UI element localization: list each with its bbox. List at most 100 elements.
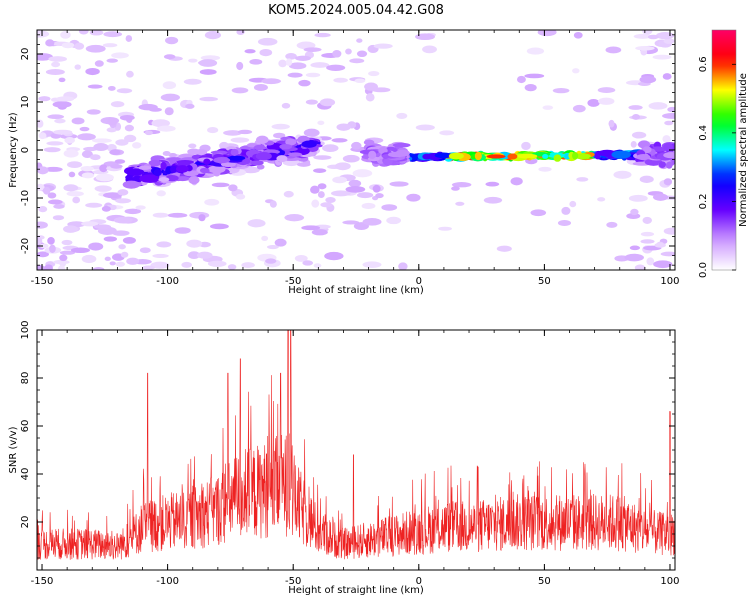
spectrogram-cell [207,260,227,267]
spectrogram-cell [279,143,293,150]
spectrogram-cell [163,54,176,60]
spectrogram-cell [333,77,348,83]
spectrogram-cell [608,119,615,128]
spectrogram-cell [373,43,393,49]
spectrogram-cell [658,161,666,169]
spectrogram-cell [85,202,103,208]
spectrogram-cell [81,254,97,264]
spectrogram-cell [354,78,366,84]
spectrogram-cell [160,93,180,102]
spectrogram-cell [61,42,75,49]
spectrogram-cell [211,182,230,188]
spectrogram-cell [285,58,293,66]
spectrogram-cell [572,68,580,74]
spectrogram-cell [101,205,111,212]
spectrogram-cell [213,157,231,164]
spectrogram-cell [265,258,277,264]
spectrogram-cell [330,190,351,197]
spectrogram-cell [57,265,66,270]
spectrogram-cell [44,166,63,172]
spectrogram-cell [152,212,169,218]
spectrogram-cell [107,117,118,126]
spectrogram-cell [296,41,316,50]
spectrogram-cell [60,31,71,39]
spectrogram-cell [52,101,72,108]
spectrogram-cell [125,35,133,42]
spectrogram-cell [310,62,330,68]
spectrogram-cell [598,97,615,105]
spectrogram-cell [662,73,672,80]
spectrogram-cell [332,176,348,184]
spectrogram-cell [231,87,249,94]
spectrogram-cell [230,137,250,143]
spectrogram-cell [122,237,136,244]
spectrogram-cell [253,84,268,91]
spectrogram-cell [322,144,339,153]
spectrogram-cell [237,129,253,135]
spectrogram-cell [345,48,352,55]
spectrogram-x-ticks: -150 -100 -50 0 50 100 [31,30,680,287]
figure-title: KOM5.2024.005.04.42.G08 [268,3,444,18]
spectrogram-cell [572,104,586,113]
spectrogram-cell [85,44,106,53]
spectrogram-cell [283,190,294,198]
spectrogram-cell [59,254,68,262]
spectrogram-cell [183,170,199,177]
spectrogram-cell [156,190,166,197]
spectrogram-cell [102,192,123,199]
snr-x-tick-label: 50 [538,576,551,587]
spectrogram-cell [95,173,114,182]
spectrogram-cell [663,152,675,159]
spectrogram-cell [63,149,79,158]
spectrogram-cell [38,96,51,102]
spectrogram-cell [47,236,55,245]
spectrogram-cell [227,264,237,270]
spectrogram-cell [37,236,43,246]
spectrogram-cell [230,148,239,156]
spectrogram-cell [48,56,67,62]
spectrogram-cell [386,216,402,225]
spectrogram-cell [51,61,61,68]
spectrogram-cell [510,177,523,186]
spectrogram-cell [124,208,142,215]
spectrogram-cell [271,123,290,130]
spectrogram-cell [198,214,206,222]
spectrogram-cell [89,30,104,36]
spectrogram-cell [381,204,398,211]
spectrogram-cell [213,168,221,177]
spectrogram-cell [573,31,583,39]
spectrogram-cell [398,262,408,270]
spectrogram-cell [303,47,322,52]
spectrogram-cell [115,261,126,267]
snr-y-tick-label: 100 [20,320,31,339]
spectrogram-cell [53,204,65,209]
spectrogram-cell [177,161,191,166]
spectrogram-x-tick-label: -100 [156,276,179,287]
spectrogram-cell [74,42,85,50]
spectrogram-cell [124,134,137,143]
spectrogram-cell [235,193,246,200]
snr-x-label: Height of straight line (km) [288,585,424,596]
spectrogram-cell [311,229,328,236]
spectrogram-cell [662,113,675,119]
spectrogram-cell [664,120,674,126]
spectrogram-cell [296,162,311,167]
spectrogram-cell [320,202,333,208]
snr-y-tick-label: 20 [20,516,31,529]
spectrogram-cell [324,251,344,261]
spectrogram-cell [249,59,263,65]
spectrogram-cell [103,236,118,242]
spectrogram-cell [422,45,437,54]
spectrogram-cell [162,151,171,157]
spectrogram-cell [325,197,336,203]
spectrogram-cell [486,154,506,159]
spectrogram-cell [244,49,256,54]
spectrogram-cell [241,262,255,268]
spectrogram-cell [635,45,655,51]
spectrogram-cell [597,87,616,93]
spectrogram-cell [196,251,213,259]
spectrogram-cell [392,142,411,148]
spectrogram-cell [87,84,103,89]
spectrogram-cell [45,69,65,76]
